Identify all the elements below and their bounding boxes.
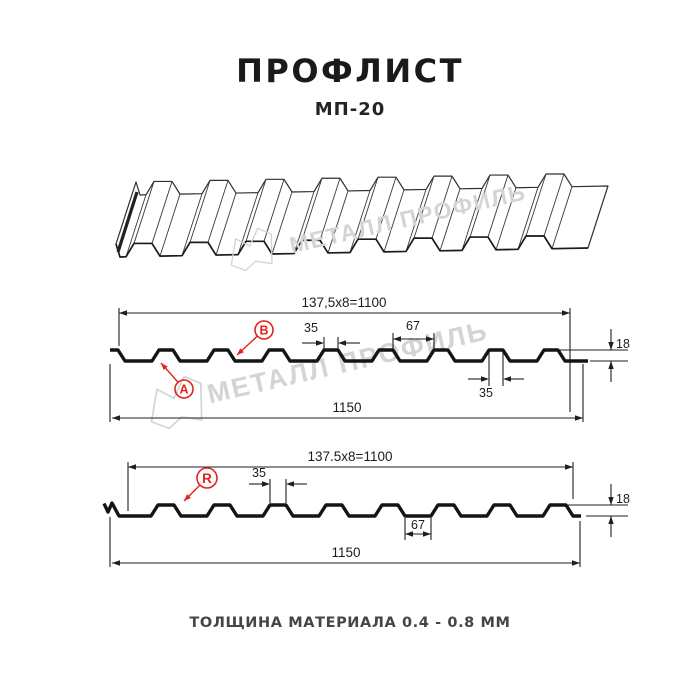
dim-coverage-bottom: 137.5x8=1100 bbox=[308, 449, 393, 464]
dim-height-top: 18 bbox=[616, 337, 630, 351]
dim-rib-gap: 67 bbox=[406, 319, 420, 333]
dim-overall-bottom: 1150 bbox=[331, 545, 360, 560]
profile-line-r bbox=[102, 501, 581, 518]
profile-section-ab: 137,5x8=1100 35 67 18 35 1150 A B bbox=[109, 295, 630, 422]
dim-height-bottom: 18 bbox=[616, 492, 630, 506]
metall-profil-logo-icon bbox=[230, 227, 273, 272]
marker-b-letter: B bbox=[259, 324, 268, 338]
sheet-3d-view bbox=[115, 173, 609, 258]
profile-section-r: 137.5x8=1100 35 67 18 1150 R bbox=[102, 449, 630, 567]
dim-crest-bottom: 35 bbox=[479, 386, 493, 400]
watermark: МЕТАЛЛ ПРОФИЛЬ bbox=[150, 315, 491, 430]
page-subtitle: МП-20 bbox=[314, 99, 386, 120]
marker-r bbox=[196, 467, 218, 489]
dim-crest-top: 35 bbox=[304, 321, 318, 335]
page-title: ПРОФЛИСТ bbox=[236, 52, 464, 90]
dim-overall-top: 1150 bbox=[332, 400, 361, 415]
marker-a-letter: A bbox=[179, 383, 188, 397]
metall-profil-logo-icon bbox=[150, 375, 203, 430]
dim-crest-r: 35 bbox=[252, 466, 266, 480]
dim-valley-r: 67 bbox=[411, 518, 425, 532]
marker-r-letter: R bbox=[202, 471, 212, 486]
dim-coverage-top: 137,5x8=1100 bbox=[302, 295, 387, 310]
material-thickness-note: ТОЛЩИНА МАТЕРИАЛА 0.4 - 0.8 ММ bbox=[189, 615, 511, 631]
profile-line-ab bbox=[110, 348, 588, 363]
marker-b bbox=[254, 320, 274, 340]
marker-a bbox=[174, 379, 194, 399]
